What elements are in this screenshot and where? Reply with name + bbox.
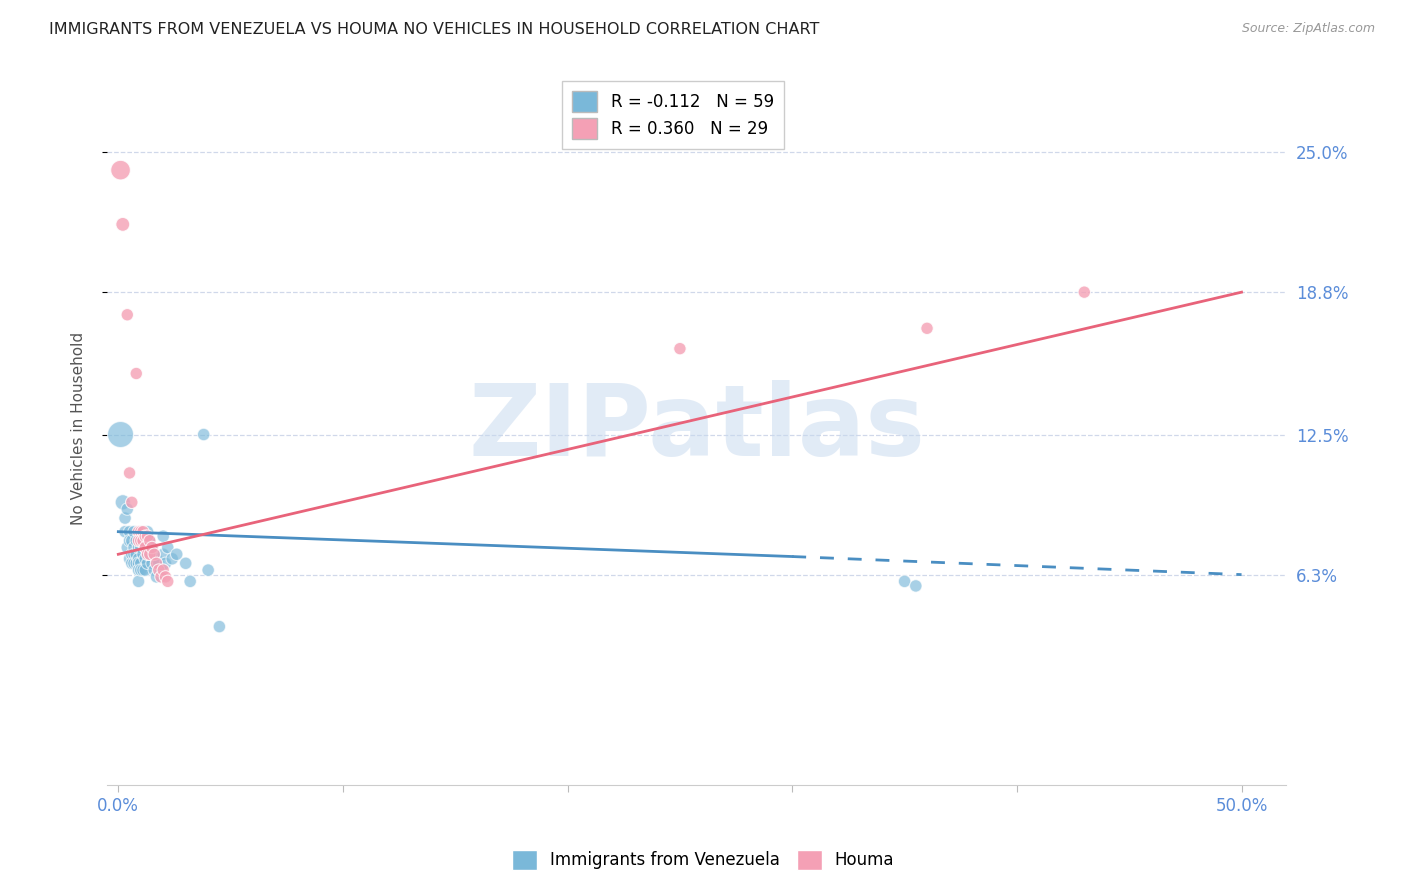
Point <box>122 547 145 561</box>
Text: IMMIGRANTS FROM VENEZUELA VS HOUMA NO VEHICLES IN HOUSEHOLD CORRELATION CHART: IMMIGRANTS FROM VENEZUELA VS HOUMA NO VE… <box>49 22 820 37</box>
Point <box>166 547 188 561</box>
Point <box>129 563 152 577</box>
Point <box>141 557 163 571</box>
Point <box>152 529 174 543</box>
Point <box>110 163 132 178</box>
Point <box>129 533 152 548</box>
Point <box>174 557 197 571</box>
Point <box>148 563 170 577</box>
Point <box>118 524 141 539</box>
Point <box>114 511 136 525</box>
Point <box>193 427 215 442</box>
Point <box>152 547 174 561</box>
Point <box>118 551 141 566</box>
Point <box>128 541 150 555</box>
Text: Source: ZipAtlas.com: Source: ZipAtlas.com <box>1241 22 1375 36</box>
Point <box>139 533 162 548</box>
Point <box>1073 285 1095 300</box>
Point <box>125 547 148 561</box>
Point <box>143 547 166 561</box>
Point <box>128 551 150 566</box>
Point <box>669 342 692 356</box>
Point <box>134 529 156 543</box>
Point <box>125 557 148 571</box>
Point <box>132 563 155 577</box>
Point <box>145 551 167 566</box>
Point <box>110 427 132 442</box>
Point <box>122 524 145 539</box>
Point <box>139 547 162 561</box>
Point <box>129 524 152 539</box>
Point <box>143 547 166 561</box>
Point <box>121 547 143 561</box>
Point <box>117 541 139 555</box>
Point <box>132 533 155 548</box>
Point <box>139 547 162 561</box>
Point <box>128 574 150 589</box>
Point <box>160 551 183 566</box>
Point <box>128 533 150 548</box>
Point <box>139 533 162 548</box>
Point <box>122 557 145 571</box>
Point <box>134 541 156 555</box>
Point <box>141 541 163 555</box>
Point <box>111 218 134 232</box>
Point <box>197 563 219 577</box>
Point <box>128 557 150 571</box>
Point <box>132 524 155 539</box>
Point <box>118 533 141 548</box>
Point <box>117 308 139 322</box>
Point <box>134 551 156 566</box>
Point <box>143 563 166 577</box>
Point <box>179 574 201 589</box>
Point <box>150 570 173 584</box>
Point <box>155 557 177 571</box>
Point <box>122 541 145 555</box>
Point <box>156 541 179 555</box>
Point <box>125 367 148 381</box>
Point <box>129 557 152 571</box>
Point <box>136 557 159 571</box>
Point <box>128 524 150 539</box>
Point <box>111 495 134 509</box>
Point <box>156 574 179 589</box>
Point <box>118 466 141 480</box>
Point <box>121 557 143 571</box>
Point <box>136 529 159 543</box>
Point <box>121 495 143 509</box>
Point <box>121 533 143 548</box>
Point <box>134 541 156 555</box>
Point <box>208 619 231 633</box>
Y-axis label: No Vehicles in Household: No Vehicles in Household <box>72 333 86 525</box>
Point <box>915 321 938 335</box>
Point <box>117 502 139 516</box>
Point <box>145 557 167 571</box>
Point <box>148 557 170 571</box>
Point <box>141 541 163 555</box>
Point <box>132 547 155 561</box>
Point <box>155 570 177 584</box>
Point <box>134 563 156 577</box>
Legend: Immigrants from Venezuela, Houma: Immigrants from Venezuela, Houma <box>505 843 901 877</box>
Point <box>136 541 159 555</box>
Legend: R = -0.112   N = 59, R = 0.360   N = 29: R = -0.112 N = 59, R = 0.360 N = 29 <box>562 81 785 149</box>
Point <box>150 563 173 577</box>
Point <box>114 524 136 539</box>
Point <box>136 547 159 561</box>
Point <box>893 574 915 589</box>
Point <box>132 533 155 548</box>
Point <box>128 563 150 577</box>
Point <box>145 570 167 584</box>
Point <box>904 579 927 593</box>
Point <box>125 533 148 548</box>
Point <box>129 541 152 555</box>
Point <box>136 524 159 539</box>
Point <box>152 563 174 577</box>
Text: ZIPatlas: ZIPatlas <box>468 380 925 477</box>
